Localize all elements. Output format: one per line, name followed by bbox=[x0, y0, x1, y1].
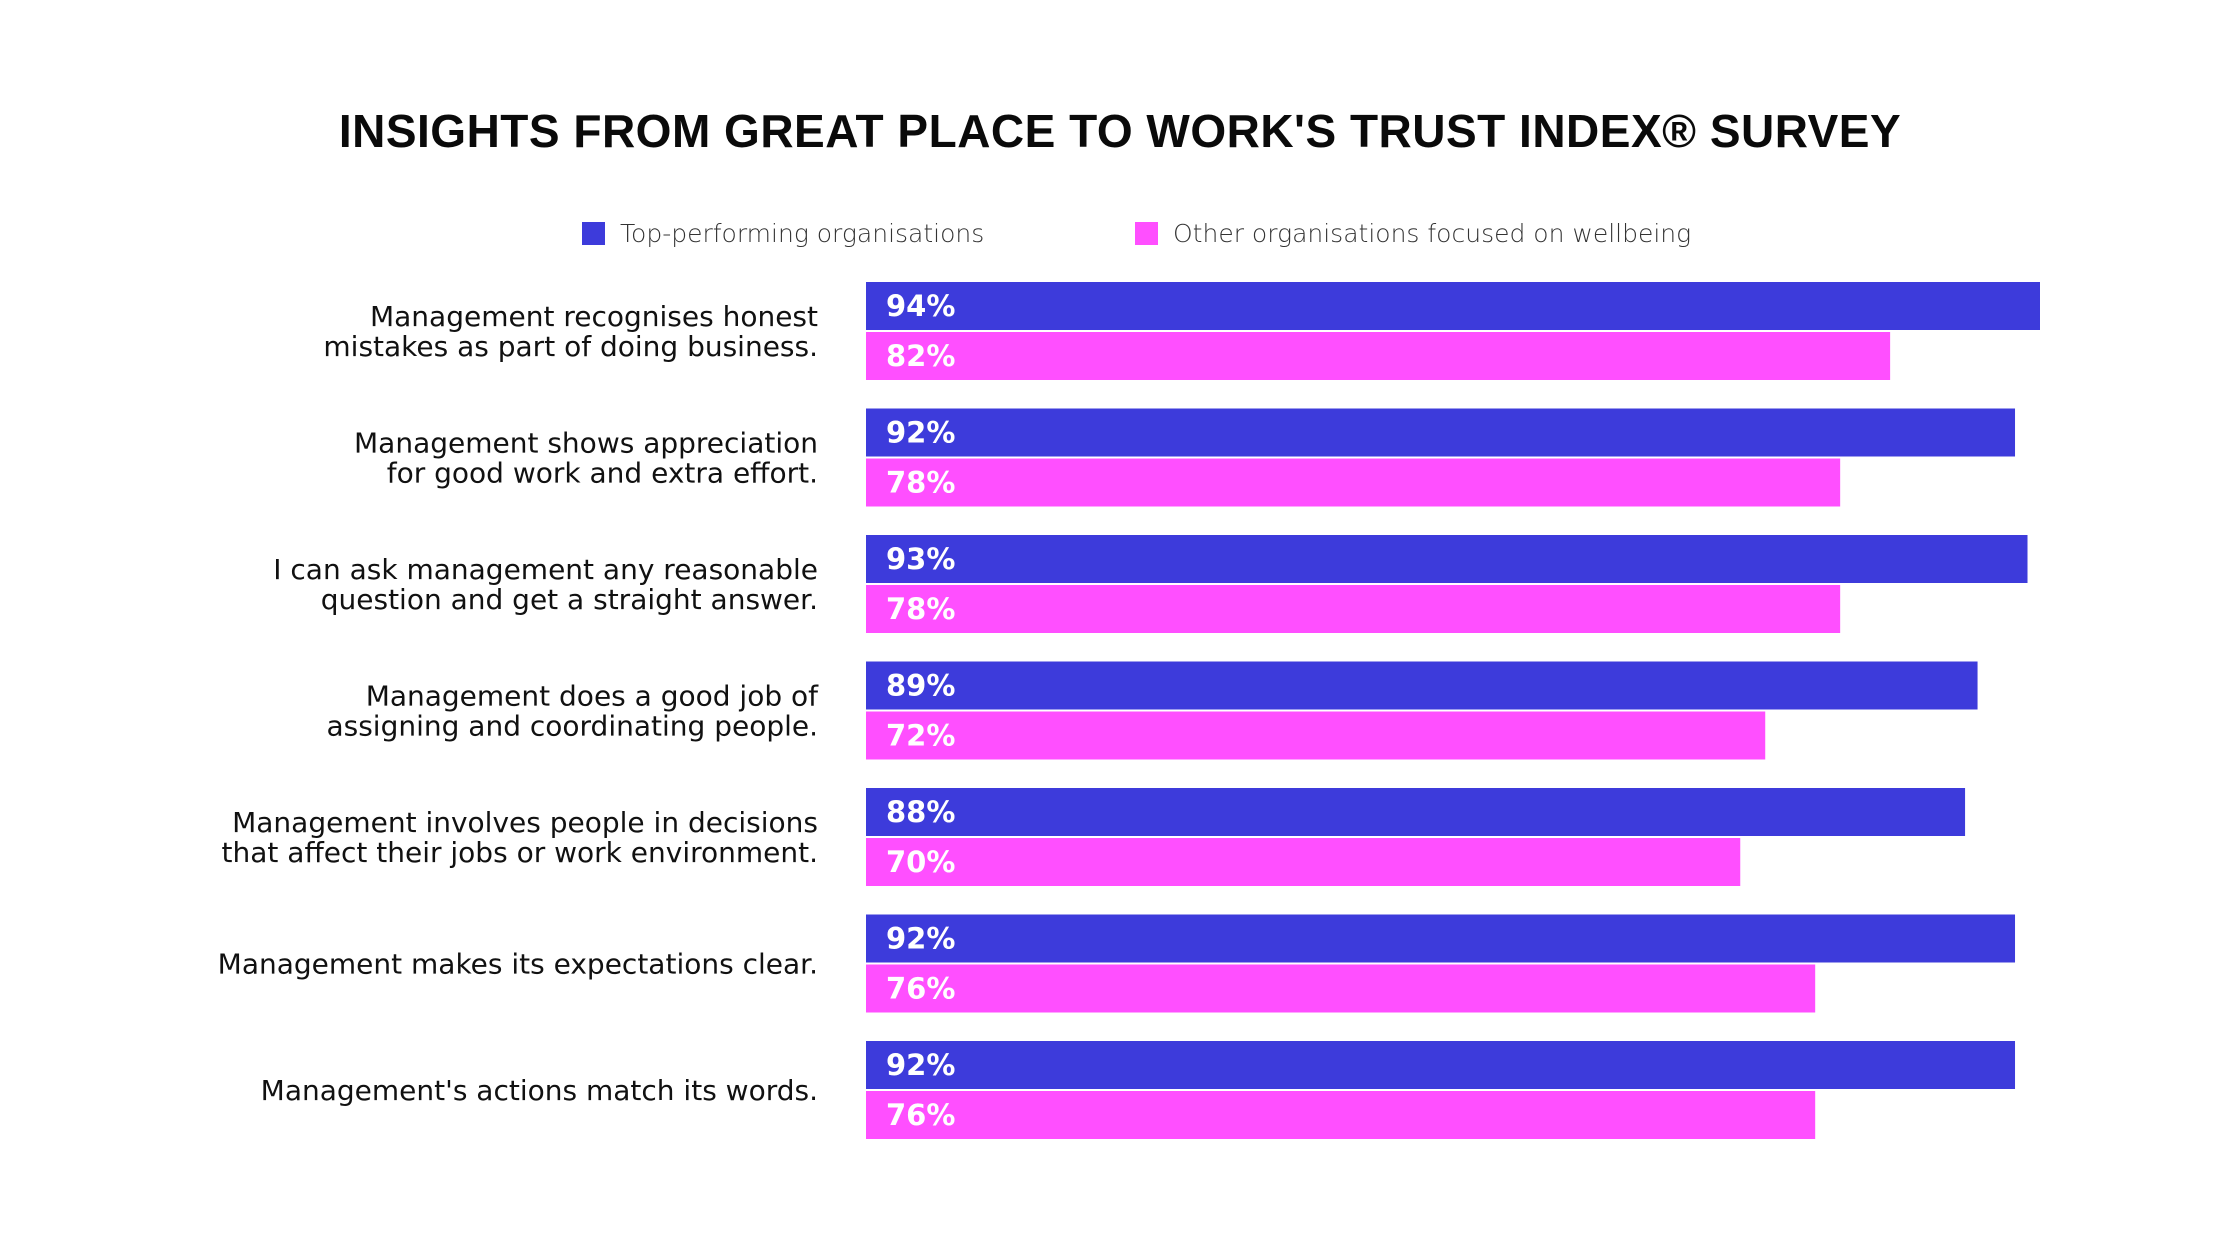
data-label-other-7: 76% bbox=[886, 1098, 955, 1132]
data-label-top-performing-6: 92% bbox=[886, 922, 955, 956]
data-label-top-performing-2: 92% bbox=[886, 416, 955, 450]
category-label-7-line-1: Management's actions match its words. bbox=[261, 1074, 818, 1107]
data-label-top-performing-7: 92% bbox=[886, 1048, 955, 1082]
category-label-3-line-1: I can ask management any reasonable bbox=[273, 553, 818, 586]
category-label-2-line-1: Management shows appreciation bbox=[354, 427, 818, 460]
category-label-6-line-1: Management makes its expectations clear. bbox=[218, 948, 818, 981]
category-label-4-line-1: Management does a good job of bbox=[366, 680, 819, 713]
chart: INSIGHTS FROM GREAT PLACE TO WORK'S TRUS… bbox=[0, 0, 2240, 1260]
bar-top-performing-4 bbox=[866, 662, 1978, 710]
bar-top-performing-6 bbox=[866, 915, 2015, 963]
data-label-other-6: 76% bbox=[886, 972, 955, 1006]
bar-chart-plot: 94% 82% Management recognises honestmistak… bbox=[0, 0, 2240, 1260]
bar-other-6 bbox=[866, 965, 1815, 1013]
bar-other-7 bbox=[866, 1091, 1815, 1139]
bar-top-performing-2 bbox=[866, 409, 2015, 457]
data-label-other-4: 72% bbox=[886, 719, 955, 753]
category-label-4-line-2: assigning and coordinating people. bbox=[326, 710, 818, 743]
data-label-other-3: 78% bbox=[886, 592, 955, 626]
data-label-top-performing-3: 93% bbox=[886, 542, 955, 576]
bar-top-performing-7 bbox=[866, 1041, 2015, 1089]
bar-top-performing-3 bbox=[866, 535, 2028, 583]
data-label-top-performing-4: 89% bbox=[886, 669, 955, 703]
category-label-5-line-1: Management involves people in decisions bbox=[232, 806, 818, 839]
bar-other-3 bbox=[866, 585, 1840, 633]
bar-other-2 bbox=[866, 459, 1840, 507]
category-label-1-line-1: Management recognises honest bbox=[370, 300, 818, 333]
data-label-other-5: 70% bbox=[886, 845, 955, 879]
category-label-2-line-2: for good work and extra effort. bbox=[387, 457, 818, 490]
data-label-top-performing-1: 94% bbox=[886, 289, 955, 323]
bar-top-performing-1 bbox=[866, 282, 2040, 330]
bar-other-4 bbox=[866, 712, 1765, 760]
bar-top-performing-5 bbox=[866, 788, 1965, 836]
category-label-1-line-2: mistakes as part of doing business. bbox=[323, 330, 818, 363]
data-label-other-1: 82% bbox=[886, 339, 955, 373]
bar-other-5 bbox=[866, 838, 1740, 886]
data-label-other-2: 78% bbox=[886, 466, 955, 500]
bar-other-1 bbox=[866, 332, 1890, 380]
category-label-3-line-2: question and get a straight answer. bbox=[321, 583, 818, 616]
category-label-5-line-2: that affect their jobs or work environme… bbox=[222, 836, 818, 869]
data-label-top-performing-5: 88% bbox=[886, 795, 955, 829]
